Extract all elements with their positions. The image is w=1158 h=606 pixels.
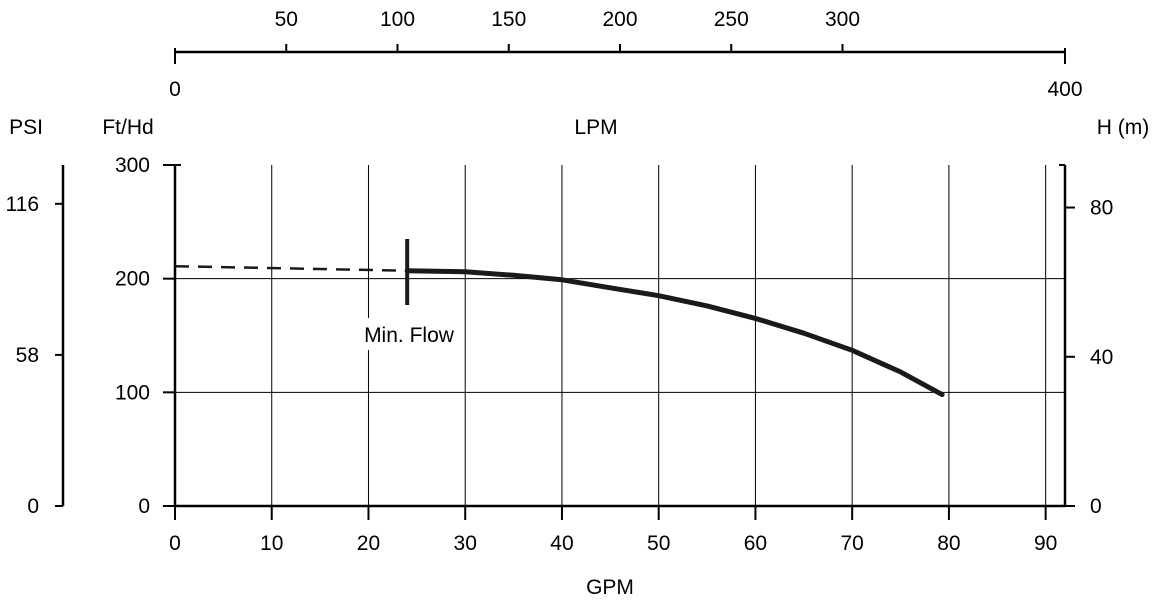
psi-axis-tick-label: 58	[16, 344, 39, 367]
x-axis-tick-label: 10	[260, 532, 283, 555]
top-axis-label: LPM	[574, 116, 617, 139]
top-axis-tick-label: 0	[169, 78, 181, 101]
x-axis-label: GPM	[586, 576, 634, 599]
x-axis-tick-label: 20	[357, 532, 380, 555]
y-axis-label: Ft/Hd	[102, 116, 153, 139]
bottom-axis: 0 10 20 30 40 50 60 70 80 90	[169, 506, 1057, 555]
y-axis-tick-label: 100	[115, 381, 150, 404]
y-axis-tick-label: 200	[115, 268, 150, 291]
min-flow-label: Min. Flow	[364, 324, 455, 347]
series-layer	[174, 239, 945, 398]
series-line-dashed	[174, 264, 408, 272]
right-axis-tick-label: 0	[1090, 495, 1102, 518]
x-axis-tick-label: 70	[840, 532, 863, 555]
top-axis-tick-label: 200	[602, 8, 637, 31]
x-axis-tick-label: 80	[937, 532, 960, 555]
right-axis-tick-label: 40	[1090, 346, 1113, 369]
x-axis-tick-label: 30	[454, 532, 477, 555]
left-axis: 0 100 200 300	[115, 154, 175, 518]
top-axis-tick-label: 300	[825, 8, 860, 31]
x-axis-tick-label: 60	[744, 532, 767, 555]
top-axis-tick-label: 100	[380, 8, 415, 31]
psi-axis: 0 58 116	[6, 165, 65, 518]
top-axis-tick-label: 50	[275, 8, 298, 31]
right-axis: 0 40 80	[1065, 197, 1113, 518]
min-flow-label-bg	[356, 318, 462, 350]
top-axis: 0 50 100 150 200 250 300 400	[169, 8, 1082, 101]
psi-axis-tick-label: 0	[27, 495, 39, 518]
right-axis-tick-label: 80	[1090, 197, 1113, 220]
y-axis-tick-label: 0	[138, 495, 150, 518]
series-line-solid	[404, 268, 945, 398]
y-axis-tick-label: 300	[115, 154, 150, 177]
top-axis-tick-label: 150	[491, 8, 526, 31]
x-axis-tick-label: 90	[1034, 532, 1057, 555]
plot-frame	[173, 164, 1067, 508]
psi-axis-label: PSI	[9, 116, 43, 139]
top-axis-tick-label: 400	[1047, 78, 1082, 101]
psi-axis-tick-label: 116	[6, 193, 39, 216]
top-axis-tick-label: 250	[714, 8, 749, 31]
grid	[175, 165, 1065, 506]
right-axis-label: H (m)	[1097, 116, 1149, 139]
x-axis-tick-label: 40	[550, 532, 573, 555]
x-axis-tick-label: 0	[169, 532, 181, 555]
x-axis-tick-label: 50	[647, 532, 670, 555]
